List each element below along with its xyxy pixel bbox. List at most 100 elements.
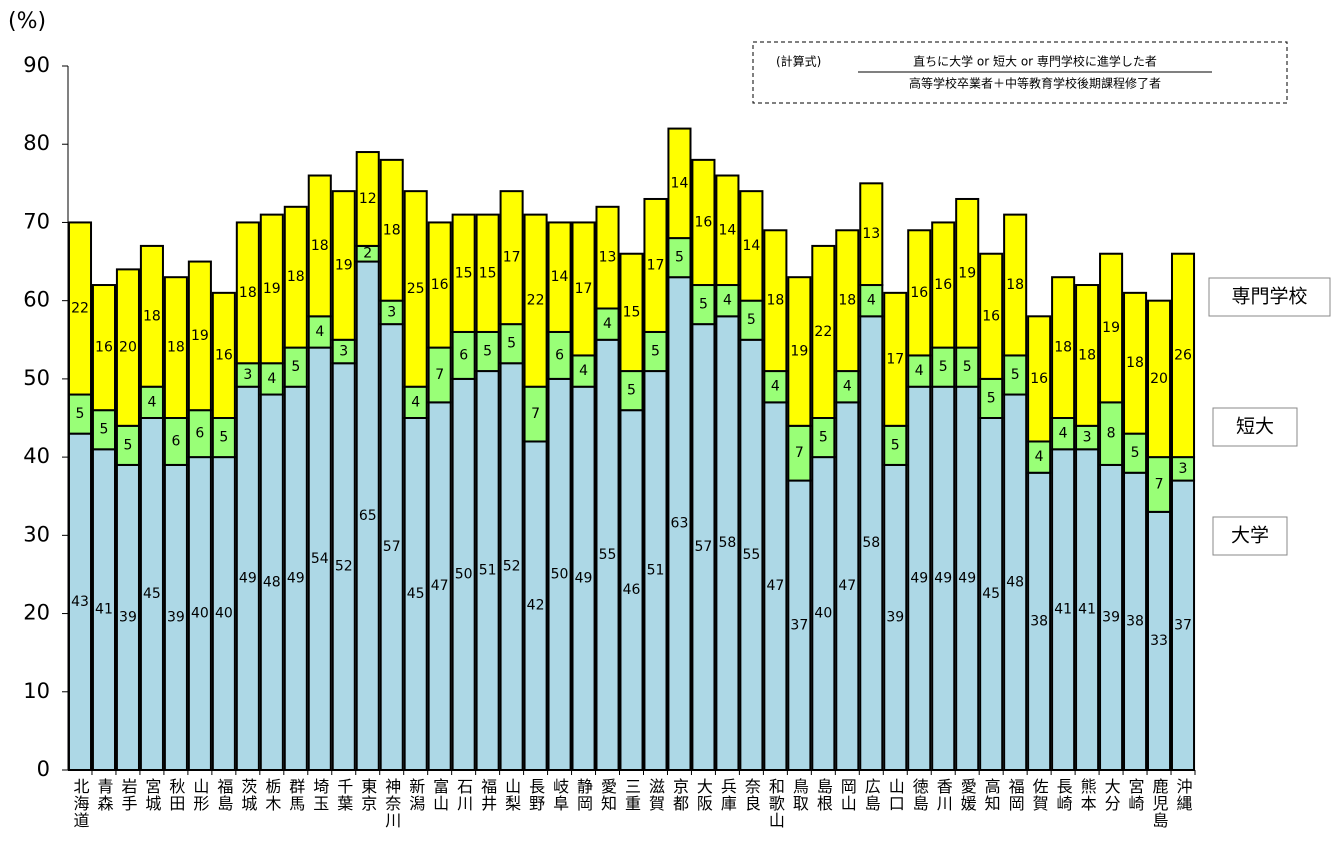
value-label: 5 <box>747 312 756 328</box>
value-label: 5 <box>651 344 660 360</box>
y-tick-label: 20 <box>23 601 50 625</box>
value-label: 3 <box>1083 430 1092 446</box>
value-label: 18 <box>383 222 401 238</box>
value-label: 4 <box>1059 426 1068 442</box>
x-tick-label: 滋賀 <box>646 778 665 812</box>
bar-segment <box>67 221 93 396</box>
value-label: 16 <box>934 277 952 293</box>
value-label: 14 <box>719 222 737 238</box>
x-tick-label: 大分 <box>1102 778 1121 812</box>
value-label: 14 <box>742 238 760 254</box>
value-label: 19 <box>263 281 281 297</box>
value-label: 19 <box>790 344 808 360</box>
value-label: 18 <box>239 285 257 301</box>
value-label: 50 <box>551 566 569 582</box>
x-tick-label: 山口 <box>886 778 905 812</box>
legend-label: 専門学校 <box>1231 286 1307 308</box>
x-tick-label: 宮崎 <box>1126 778 1145 812</box>
bar-segment <box>547 221 572 333</box>
value-label: 16 <box>215 347 233 363</box>
annotation-box <box>752 41 1288 104</box>
bar-segment <box>403 190 428 388</box>
x-tick-label: 奈良 <box>742 778 761 812</box>
value-label: 19 <box>1102 320 1120 336</box>
x-tick-label: 京都 <box>670 778 689 812</box>
bar-segment <box>235 221 260 365</box>
value-label: 20 <box>119 340 137 356</box>
value-label: 5 <box>219 430 228 446</box>
value-label: 58 <box>719 535 737 551</box>
value-label: 50 <box>455 566 473 582</box>
bar-segment <box>331 190 356 341</box>
x-tick-label: 山梨 <box>502 778 521 812</box>
bar-segment <box>667 127 692 240</box>
value-label: 3 <box>1179 461 1188 477</box>
value-label: 4 <box>867 293 876 309</box>
bar-segment <box>691 158 716 287</box>
value-label: 7 <box>435 367 444 383</box>
value-label: 39 <box>886 609 904 625</box>
bar-segment <box>355 151 380 247</box>
bar-segment <box>1099 252 1124 404</box>
x-tick-label: 静岡 <box>574 778 593 812</box>
value-label: 18 <box>1078 347 1096 363</box>
x-tick-label: 千葉 <box>334 778 353 812</box>
x-tick-label: 鳥取 <box>790 778 809 812</box>
x-tick-label: 熊本 <box>1078 778 1097 812</box>
value-label: 16 <box>431 277 449 293</box>
y-axis-label: (%) <box>8 9 46 34</box>
value-label: 12 <box>359 191 377 207</box>
value-label: 5 <box>1011 367 1020 383</box>
value-label: 18 <box>1054 340 1072 356</box>
bar-segment <box>619 252 644 373</box>
value-label: 7 <box>1155 476 1164 492</box>
value-label: 45 <box>982 586 1000 602</box>
x-tick-label: 福井 <box>478 778 497 812</box>
value-label: 57 <box>695 539 713 555</box>
value-label: 45 <box>143 586 161 602</box>
value-label: 5 <box>76 406 85 422</box>
bar-segment <box>115 268 140 427</box>
x-tick-label: 群馬 <box>286 778 305 812</box>
x-tick-label: 三重 <box>622 778 641 812</box>
value-label: 18 <box>287 269 305 285</box>
value-label: 5 <box>819 430 828 446</box>
value-label: 16 <box>982 308 1000 324</box>
value-label: 40 <box>814 606 832 622</box>
value-label: 5 <box>627 383 636 399</box>
x-tick-label: 高知 <box>982 778 1001 812</box>
value-label: 5 <box>891 437 900 453</box>
value-label: 3 <box>243 367 252 383</box>
value-label: 39 <box>167 609 185 625</box>
value-label: 15 <box>623 304 641 320</box>
value-label: 47 <box>838 578 856 594</box>
x-tick-label: 新潟 <box>406 778 425 812</box>
value-label: 49 <box>958 570 976 586</box>
value-label: 7 <box>795 445 804 461</box>
x-tick-label: 和歌山 <box>766 778 785 829</box>
value-label: 40 <box>191 606 209 622</box>
value-label: 17 <box>575 281 593 297</box>
x-tick-label: 山形 <box>190 778 209 812</box>
value-label: 47 <box>431 578 449 594</box>
x-tick-label: 栃木 <box>262 778 281 812</box>
y-tick-label: 90 <box>23 53 50 77</box>
bar-segment <box>979 252 1004 380</box>
value-label: 65 <box>359 508 377 524</box>
bar-segment <box>739 190 764 302</box>
value-label: 13 <box>862 226 880 242</box>
value-label: 6 <box>195 426 204 442</box>
bar-segment <box>379 158 404 302</box>
bar-segment <box>907 229 932 357</box>
y-tick-label: 60 <box>23 288 50 312</box>
x-tick-label: 大阪 <box>694 778 713 812</box>
x-tick-label: 福島 <box>214 778 233 812</box>
value-label: 4 <box>1035 449 1044 465</box>
value-label: 4 <box>579 363 588 379</box>
value-label: 43 <box>71 594 89 610</box>
x-tick-label: 青森 <box>94 778 113 812</box>
value-label: 25 <box>407 281 425 297</box>
legend-label: 大学 <box>1231 525 1269 547</box>
value-label: 20 <box>1150 371 1168 387</box>
